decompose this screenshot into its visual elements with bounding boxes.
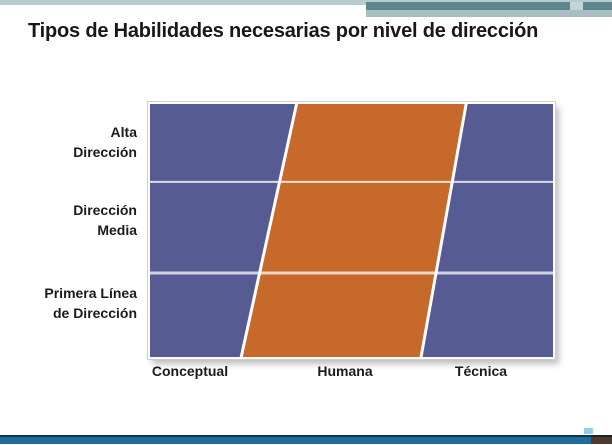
top-accent-bar-dark-end (583, 2, 612, 10)
row-label-primera-linea: Primera Línea de Dirección (17, 283, 137, 323)
footer-bar-brown (591, 435, 612, 444)
row-label-direccion-media: Dirección Media (17, 200, 137, 240)
row-label-line: Dirección (73, 144, 137, 160)
footer-fleck (584, 428, 593, 434)
top-accent-bar-notch (570, 2, 583, 10)
humana-band-shape (239, 104, 468, 357)
col-label-tecnica: Técnica (454, 363, 508, 379)
footer-bar-blue (0, 435, 591, 444)
col-label-humana: Humana (317, 363, 373, 379)
row-label-line: Alta (110, 124, 137, 140)
skills-matrix-chart (148, 102, 555, 359)
row-label-line: de Dirección (52, 305, 137, 321)
row-label-line: Dirección (73, 202, 137, 218)
row-label-line: Media (97, 222, 137, 238)
row-label-alta-direccion: Alta Dirección (17, 122, 137, 162)
top-accent-bar-dark (366, 2, 570, 10)
slide-title: Tipos de Habilidades necesarias por nive… (28, 20, 539, 42)
skills-band-svg (150, 104, 553, 357)
top-accent-bar-light (0, 0, 612, 5)
top-accent-bar-mid (366, 10, 612, 17)
col-label-conceptual: Conceptual (151, 363, 229, 379)
row-label-line: Primera Línea (44, 285, 137, 301)
